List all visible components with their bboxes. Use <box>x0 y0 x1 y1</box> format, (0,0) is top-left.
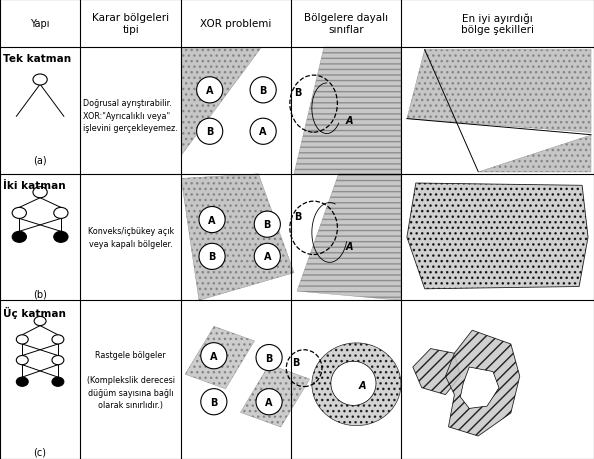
Circle shape <box>33 75 48 86</box>
Bar <box>0 174 80 301</box>
Bar <box>80 0 181 48</box>
Text: En iyi ayırdığı
bölge şekilleri: En iyi ayırdığı bölge şekilleri <box>461 13 534 35</box>
Text: A: A <box>359 381 366 390</box>
Bar <box>0 48 80 174</box>
Text: A: A <box>346 116 353 125</box>
Ellipse shape <box>256 389 282 415</box>
Text: B: B <box>295 88 302 98</box>
Polygon shape <box>407 50 591 133</box>
Ellipse shape <box>254 244 280 270</box>
Circle shape <box>34 317 46 326</box>
Ellipse shape <box>201 343 227 369</box>
Circle shape <box>17 377 29 386</box>
Ellipse shape <box>254 212 280 238</box>
Text: B: B <box>295 212 302 222</box>
Ellipse shape <box>197 119 223 145</box>
Text: (b): (b) <box>33 289 47 299</box>
Text: A: A <box>210 351 217 361</box>
Circle shape <box>52 335 64 344</box>
Text: İki katman: İki katman <box>3 180 65 190</box>
Polygon shape <box>446 330 520 436</box>
Text: B: B <box>210 397 217 407</box>
Text: Üç katman: Üç katman <box>3 307 66 319</box>
Circle shape <box>52 356 64 365</box>
Polygon shape <box>478 135 591 172</box>
Ellipse shape <box>199 207 225 233</box>
Polygon shape <box>407 184 588 289</box>
Polygon shape <box>297 174 401 301</box>
Polygon shape <box>312 343 401 425</box>
Text: B: B <box>206 127 213 137</box>
Ellipse shape <box>250 119 276 145</box>
Circle shape <box>52 377 64 386</box>
Text: A: A <box>264 252 271 262</box>
Ellipse shape <box>197 78 223 104</box>
Text: (c): (c) <box>34 447 46 457</box>
Circle shape <box>54 232 68 243</box>
Circle shape <box>17 335 29 344</box>
Text: Doğrusal ayrıştırabilir.
XOR:"Ayrıcalıklı veya"
işlevini gerçekleyemez.: Doğrusal ayrıştırabilir. XOR:"Ayrıcalıkl… <box>83 99 178 133</box>
Text: Rastgele bölgeler

(Komplekslik derecesi
düğüm sayısına bağlı
olarak sınırlıdır.: Rastgele bölgeler (Komplekslik derecesi … <box>87 350 175 409</box>
Text: A: A <box>266 397 273 407</box>
Polygon shape <box>294 48 401 174</box>
Circle shape <box>12 208 26 219</box>
Text: A: A <box>206 86 213 95</box>
Text: Tek katman: Tek katman <box>3 54 71 64</box>
Circle shape <box>54 208 68 219</box>
Bar <box>181 301 291 459</box>
Ellipse shape <box>201 389 227 415</box>
Polygon shape <box>331 362 376 405</box>
Text: Konveks/içbükey açık
veya kapalı bölgeler.: Konveks/içbükey açık veya kapalı bölgele… <box>87 227 174 248</box>
Bar <box>291 301 401 459</box>
Text: (a): (a) <box>33 155 47 165</box>
Bar <box>181 48 291 174</box>
Polygon shape <box>413 349 460 395</box>
Bar <box>291 174 401 301</box>
Polygon shape <box>181 48 261 156</box>
Bar <box>181 0 291 48</box>
Ellipse shape <box>256 345 282 371</box>
Circle shape <box>33 187 48 198</box>
Bar <box>80 174 181 301</box>
Bar <box>0 301 80 459</box>
Circle shape <box>12 232 26 243</box>
Text: B: B <box>266 353 273 363</box>
Polygon shape <box>181 174 294 301</box>
Bar <box>291 48 401 174</box>
Polygon shape <box>241 365 309 427</box>
Text: Bölgelere dayalı
sınıflar: Bölgelere dayalı sınıflar <box>304 13 388 35</box>
Ellipse shape <box>250 78 276 104</box>
Bar <box>401 301 594 459</box>
Text: B: B <box>292 358 299 367</box>
Polygon shape <box>185 327 254 389</box>
Polygon shape <box>460 367 499 409</box>
Circle shape <box>17 356 29 365</box>
Text: A: A <box>346 242 353 252</box>
Bar <box>181 174 291 301</box>
Text: B: B <box>264 220 271 230</box>
Text: Karar bölgeleri
tipi: Karar bölgeleri tipi <box>92 13 169 35</box>
Ellipse shape <box>199 244 225 270</box>
Bar <box>401 48 594 174</box>
Text: A: A <box>260 127 267 137</box>
Bar <box>0 0 80 48</box>
Bar <box>401 174 594 301</box>
Bar <box>80 301 181 459</box>
Bar <box>401 0 594 48</box>
Text: Yapı: Yapı <box>30 19 50 29</box>
Bar <box>291 0 401 48</box>
Text: B: B <box>208 252 216 262</box>
Text: A: A <box>208 215 216 225</box>
Text: XOR problemi: XOR problemi <box>200 19 272 29</box>
Text: B: B <box>260 86 267 95</box>
Bar <box>80 48 181 174</box>
